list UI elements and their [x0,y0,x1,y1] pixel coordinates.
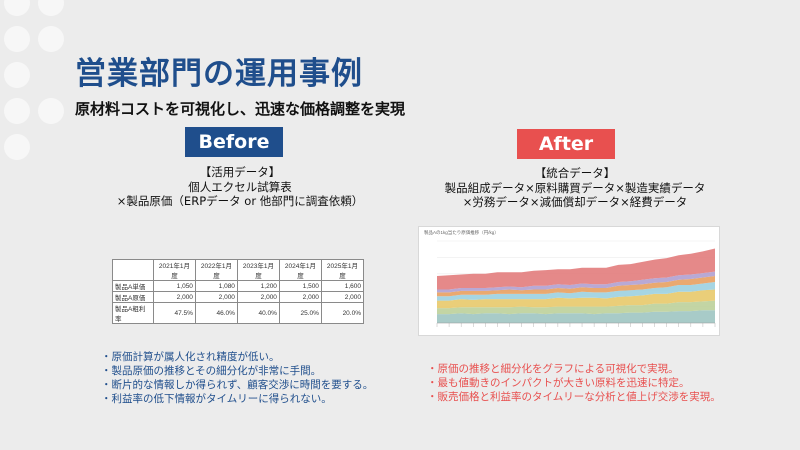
table-cell: 40.0% [236,302,280,324]
area-series-5 [437,276,715,297]
before-source-line: ×製品原価（ERPデータ or 他部門に調査依頼） [116,194,364,208]
after-sources: 【統合データ】 製品組成データ×原料購買データ×製造実績データ ×労務データ×減… [420,166,730,210]
after-badge: After [517,129,615,159]
list-item: ・断片的な情報しか得られず、顧客交渉に時間を要する。 [101,379,374,391]
table-header-cell: 2023年1月度 [236,259,280,281]
after-benefit-list: ・原価の推移と細分化をグラフによる可視化で実現。 ・最も値動きのインパクトが大き… [427,362,721,404]
area-series-3 [437,289,715,309]
table-cell: 2,000 [152,291,196,303]
after-source-line: ×労務データ×減価償却データ×経費データ [462,195,688,209]
before-source-line: 個人エクセル試算表 [188,179,292,194]
table-header-cell: 2025年1月度 [320,259,365,281]
list-item: ・販売価格と利益率のタイムリーな分析と値上げ交渉を実現。 [427,391,721,403]
list-item: ・原価の推移と細分化をグラフによる可視化で実現。 [427,363,679,375]
area-series-6 [437,271,715,293]
before-sources: 【活用データ】 個人エクセル試算表 ×製品原価（ERPデータ or 他部門に調査… [100,165,380,209]
stacked-area-chart [436,240,716,327]
list-item: ・原価計算が属人化され精度が低い。 [101,351,280,363]
after-source-heading: 【統合データ】 [534,166,616,180]
table-cell: 1,500 [278,280,322,292]
chart-title: 製品Aの1kg当たり原価推移（円/kg） [424,230,499,235]
page-title: 営業部門の運用事例 [75,56,363,92]
area-series-4 [437,282,715,301]
before-source-heading: 【活用データ】 [199,165,281,179]
area-series-7 [437,248,715,290]
table-cell: 1,200 [236,280,280,292]
table-cell: 2,000 [236,291,280,303]
table-cell: 46.0% [194,302,238,324]
after-source-line: 製品組成データ×原料購買データ×製造実績データ [444,180,706,195]
table-row-label: 製品A単価 [112,280,154,292]
table-cell: 2,000 [278,291,322,303]
before-issue-list: ・原価計算が属人化され精度が低い。 ・製品原価の推移とその細分化が非常に手間。 … [101,350,373,406]
excel-cost-table: 2021年1月度 2022年1月度 2023年1月度 2024年1月度 2025… [112,259,365,324]
table-cell: 1,080 [194,280,238,292]
table-header-cell [112,259,154,281]
table-cell: 47.5% [152,302,196,324]
page-subtitle: 原材料コストを可視化し、迅速な価格調整を実現 [75,100,406,118]
table-row-label: 製品A粗利率 [112,302,154,324]
table-row: 製品A粗利率 47.5% 46.0% 40.0% 25.0% 20.0% [112,302,365,324]
list-item: ・最も値動きのインパクトが大きい原料を迅速に特定。 [427,377,690,389]
table-row-label: 製品A原価 [112,291,154,303]
table-cell: 25.0% [278,302,322,324]
before-badge: Before [185,127,283,157]
list-item: ・製品原価の推移とその細分化が非常に手間。 [101,365,322,377]
table-header-cell: 2024年1月度 [278,259,322,281]
cost-trend-chart: 製品Aの1kg当たり原価推移（円/kg） [418,226,720,336]
table-header-cell: 2022年1月度 [194,259,238,281]
decorative-dot-pattern [0,0,70,450]
list-item: ・利益率の低下情報がタイムリーに得られない。 [101,393,332,405]
area-series-2 [437,300,715,315]
table-cell: 20.0% [320,302,365,324]
area-series-1 [437,310,715,323]
table-cell: 1,050 [152,280,196,292]
table-cell: 1,600 [320,280,365,292]
table-row: 製品A原価 2,000 2,000 2,000 2,000 2,000 [112,291,365,303]
table-cell: 2,000 [194,291,238,303]
table-header-row: 2021年1月度 2022年1月度 2023年1月度 2024年1月度 2025… [112,259,365,281]
table-row: 製品A単価 1,050 1,080 1,200 1,500 1,600 [112,280,365,292]
table-header-cell: 2021年1月度 [152,259,196,281]
table-cell: 2,000 [320,291,365,303]
